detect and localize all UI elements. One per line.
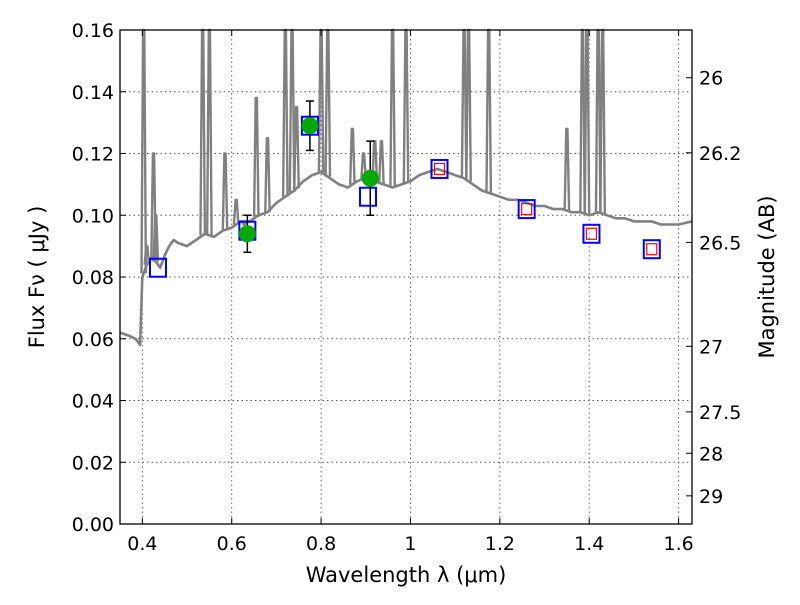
x-tick-label: 1.6 xyxy=(663,533,693,555)
observed-point xyxy=(301,117,319,135)
y-tick-label: 0.08 xyxy=(72,267,114,289)
predicted-marker xyxy=(585,227,598,240)
observed-point xyxy=(361,169,379,187)
model-spectrum xyxy=(119,28,693,347)
x-axis-label: Wavelength λ (μm) xyxy=(306,563,507,587)
y2-tick-label: 27.5 xyxy=(699,402,741,424)
emission-line xyxy=(150,152,157,261)
y-tick-label: 0.00 xyxy=(72,514,114,536)
emission-line xyxy=(232,198,240,225)
x-tick-label: 0.6 xyxy=(217,533,247,555)
emission-line xyxy=(264,136,271,213)
model-spectrum-line xyxy=(119,167,693,347)
y-tick-label: 0.12 xyxy=(72,144,114,166)
y-tick-label: 0.02 xyxy=(72,452,114,474)
x-tick-label: 1 xyxy=(404,533,416,555)
emission-line xyxy=(221,152,229,230)
x-tick-label: 0.4 xyxy=(127,533,157,555)
emission-line xyxy=(563,127,571,211)
predicted-marker xyxy=(521,202,533,216)
x-tick-label: 1.4 xyxy=(574,533,604,555)
x-tick-label: 0.8 xyxy=(306,533,336,555)
emission-line xyxy=(402,28,410,183)
y2-axis: 26 26.2 26.5 27 27.5 28 29 xyxy=(686,68,741,508)
emission-line xyxy=(324,28,332,177)
emission-line xyxy=(371,139,379,182)
emission-line xyxy=(152,214,160,262)
model-band-marker xyxy=(517,199,536,220)
emission-line xyxy=(348,127,356,185)
x-tick-label: 1.2 xyxy=(485,533,515,555)
y-axis-label: Flux Fν ( μJy ) xyxy=(25,206,49,349)
emission-line xyxy=(583,28,591,215)
emission-line xyxy=(389,28,396,188)
model-band-marker xyxy=(430,158,449,179)
markers xyxy=(148,100,661,278)
x-axis: 0.4 0.6 0.8 1 1.2 1.4 1.6 xyxy=(127,30,694,555)
predicted-marker xyxy=(646,243,658,256)
y2-tick-label: 29 xyxy=(699,486,723,508)
emission-line xyxy=(252,96,260,217)
predicted-marker xyxy=(433,162,446,176)
emission-line xyxy=(378,139,385,184)
y2-tick-label: 27 xyxy=(699,336,723,358)
y2-axis-label: Magnitude (AB) xyxy=(755,195,779,358)
y-tick-label: 0.16 xyxy=(72,20,114,42)
y2-tick-label: 26.5 xyxy=(699,232,741,254)
emission-line xyxy=(205,28,213,236)
emission-line xyxy=(140,28,148,274)
emission-line xyxy=(599,28,607,214)
model-band-marker xyxy=(582,223,601,244)
grid xyxy=(120,30,692,524)
y2-tick-label: 26 xyxy=(699,68,723,90)
y-tick-label: 0.04 xyxy=(72,391,114,413)
y-axis: 0.00 0.02 0.04 0.06 0.08 0.10 0.12 0.14 0.16 xyxy=(72,20,126,536)
model-band-marker xyxy=(359,186,378,207)
y-tick-label: 0.14 xyxy=(72,82,114,104)
observed-point xyxy=(238,225,256,243)
emission-line xyxy=(240,220,248,226)
emission-line xyxy=(293,105,300,189)
emission-line xyxy=(465,28,472,182)
emission-line xyxy=(360,152,367,180)
model-band-marker xyxy=(642,239,661,260)
emission-line xyxy=(143,244,151,265)
y-tick-label: 0.10 xyxy=(72,205,114,227)
emission-line xyxy=(317,28,325,173)
emission-line xyxy=(281,28,289,197)
y2-tick-label: 28 xyxy=(699,443,723,465)
y-tick-label: 0.06 xyxy=(72,329,114,351)
model-band-marker xyxy=(148,257,167,278)
emission-line xyxy=(485,28,493,193)
y2-tick-label: 26.2 xyxy=(699,143,741,165)
emission-line xyxy=(199,28,207,236)
